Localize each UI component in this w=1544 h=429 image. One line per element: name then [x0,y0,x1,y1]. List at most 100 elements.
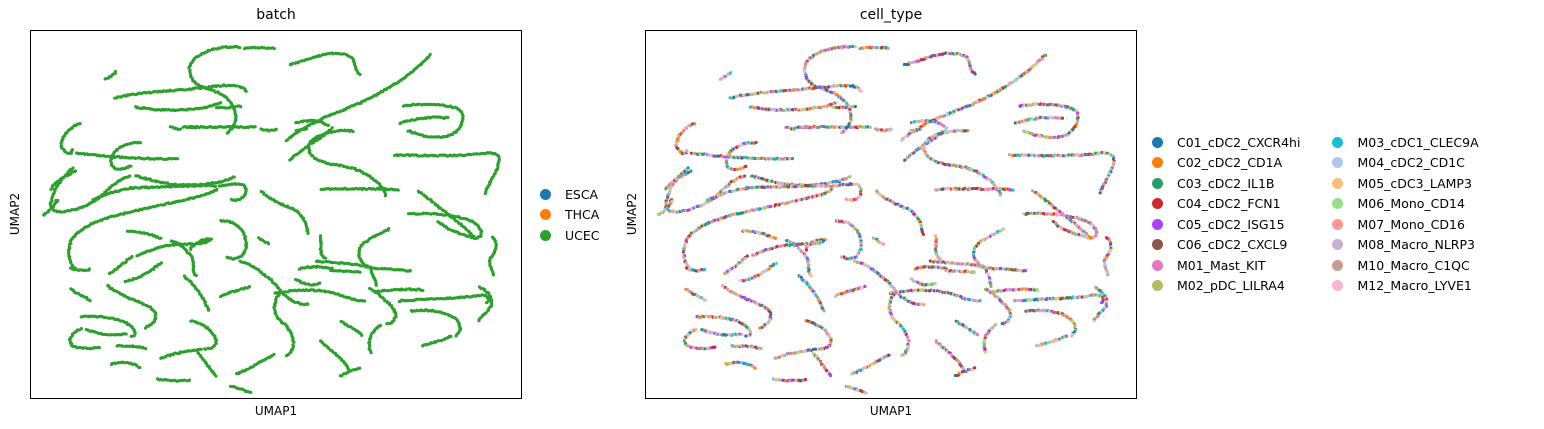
data-point [446,115,450,120]
data-point [170,201,174,205]
data-point [118,344,122,348]
data-point [97,346,101,350]
data-point [274,127,278,131]
data-point [42,213,46,217]
data-point [225,219,229,223]
data-point [315,264,319,268]
data-point [284,353,289,358]
data-point [485,301,489,305]
data-point [170,157,174,161]
data-point [848,175,852,179]
data-point [81,346,86,350]
data-point [229,197,234,201]
data-point [323,290,328,294]
data-point [330,187,334,191]
data-point [133,156,138,161]
data-point [194,273,198,278]
data-point [870,45,874,49]
data-point [1051,103,1056,107]
data-point [406,129,410,133]
data-point [401,288,405,292]
data-point [185,125,189,130]
data-point [396,188,400,192]
data-point [284,139,288,143]
data-point [363,299,367,303]
data-point [290,61,295,66]
data-point [721,155,726,159]
data-point [689,151,694,155]
data-point [1051,219,1055,224]
data-point [494,169,498,173]
data-point [886,46,891,50]
data-point [159,156,163,161]
data-point [113,362,117,366]
data-point [176,157,180,161]
data-point [908,61,913,65]
cell-type-plot-frame [645,30,1137,399]
data-point [790,108,795,112]
data-point [868,125,873,130]
data-point [840,131,844,135]
data-point [477,319,481,323]
data-point [328,51,332,55]
data-point [703,267,707,272]
data-point [224,178,228,182]
data-point [761,91,765,95]
data-point [142,302,146,307]
data-point [349,269,353,274]
data-point [187,66,191,70]
data-point [426,211,430,215]
data-point [994,184,998,189]
data-point [1044,153,1049,158]
data-point [121,155,125,159]
data-point [225,255,229,259]
data-point [182,378,187,382]
data-point [342,164,346,169]
data-point [742,93,746,97]
data-point [342,128,346,133]
data-point [335,129,340,133]
data-point [393,153,397,158]
data-point [844,197,848,201]
data-point [417,154,421,158]
data-point [267,46,271,50]
data-point [159,356,163,360]
data-point [358,366,362,370]
data-point [292,340,296,344]
data-point [436,220,440,224]
legend-item: UCEC [540,225,600,246]
data-point [323,256,328,260]
data-point [306,302,310,306]
data-point [838,178,842,182]
data-point [213,90,217,94]
data-point [900,138,904,142]
data-point [383,194,387,198]
data-point [1060,116,1065,120]
data-point [436,154,440,158]
data-point [189,247,193,251]
data-point [845,45,850,49]
data-point [373,279,378,283]
data-point [326,123,330,127]
data-point [674,139,679,143]
data-point [112,333,116,337]
data-point [330,266,334,270]
data-point [228,124,233,129]
data-point [98,218,103,222]
data-point [88,314,92,318]
data-point [493,240,497,244]
data-point [848,108,852,112]
data-point [936,161,941,165]
data-point [804,125,808,129]
data-point [237,371,241,376]
data-point [170,89,174,93]
data-point [338,269,342,273]
data-point [385,322,389,326]
data-point [289,348,294,352]
data-point [773,236,778,240]
data-point [938,257,942,261]
data-point [201,106,205,110]
data-point [262,192,266,196]
data-point [483,191,487,196]
data-point [409,288,413,292]
